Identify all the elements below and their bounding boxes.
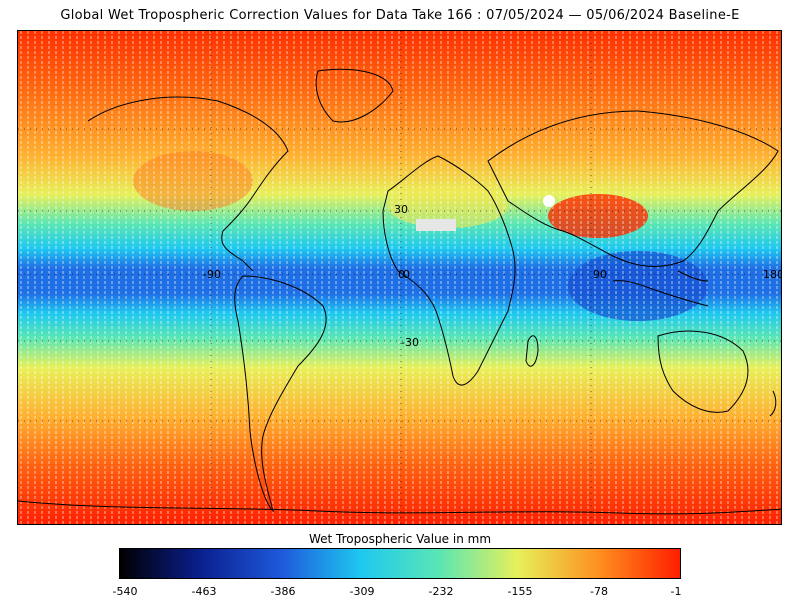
colorbar-tick: -232 — [428, 585, 454, 598]
europe-africa-coast — [382, 155, 516, 386]
lon-label-90: 90 — [593, 268, 607, 281]
no-data-patch — [416, 219, 456, 231]
lat-label-30: 30 — [394, 203, 408, 216]
colorbar-tick: -78 — [590, 585, 608, 598]
south-america-coast — [234, 275, 327, 513]
coastlines — [18, 68, 781, 515]
australia-coast — [657, 330, 749, 413]
no-data-dot — [543, 195, 555, 207]
asia-coast — [487, 110, 779, 267]
colorbar-tick: -155 — [507, 585, 533, 598]
new-zealand-coast — [769, 390, 777, 417]
swath-stripes — [18, 31, 781, 524]
lat-label-minus-30: -30 — [401, 336, 419, 349]
colorbar-tick: -386 — [270, 585, 296, 598]
antarctica-coast — [18, 500, 781, 515]
colorbar-tick: -309 — [349, 585, 375, 598]
colorbar-tick: -540 — [112, 585, 138, 598]
north-america-coast — [87, 96, 289, 272]
map-canvas: 30 0 -30 -90 0 90 180 — [18, 31, 782, 524]
lon-label-minus-90: -90 — [203, 268, 221, 281]
colorbar-tick: -463 — [191, 585, 217, 598]
lon-label-180: 180 — [763, 268, 782, 281]
colorbar — [119, 548, 681, 579]
map-title: Global Wet Tropospheric Correction Value… — [60, 8, 740, 23]
world-map[interactable]: 30 0 -30 -90 0 90 180 — [17, 30, 782, 525]
greenland-coast — [315, 68, 394, 123]
indonesia-coast — [612, 270, 709, 307]
madagascar-coast — [525, 335, 539, 367]
colorbar-ticks: -540 -463 -386 -309 -232 -155 -78 -1 — [0, 585, 800, 599]
colorbar-title: Wet Tropospheric Value in mm — [308, 532, 492, 546]
lon-label-0: 0 — [403, 268, 410, 281]
lat-label-0: 0 — [398, 268, 405, 281]
colorbar-tick: -1 — [670, 585, 682, 598]
